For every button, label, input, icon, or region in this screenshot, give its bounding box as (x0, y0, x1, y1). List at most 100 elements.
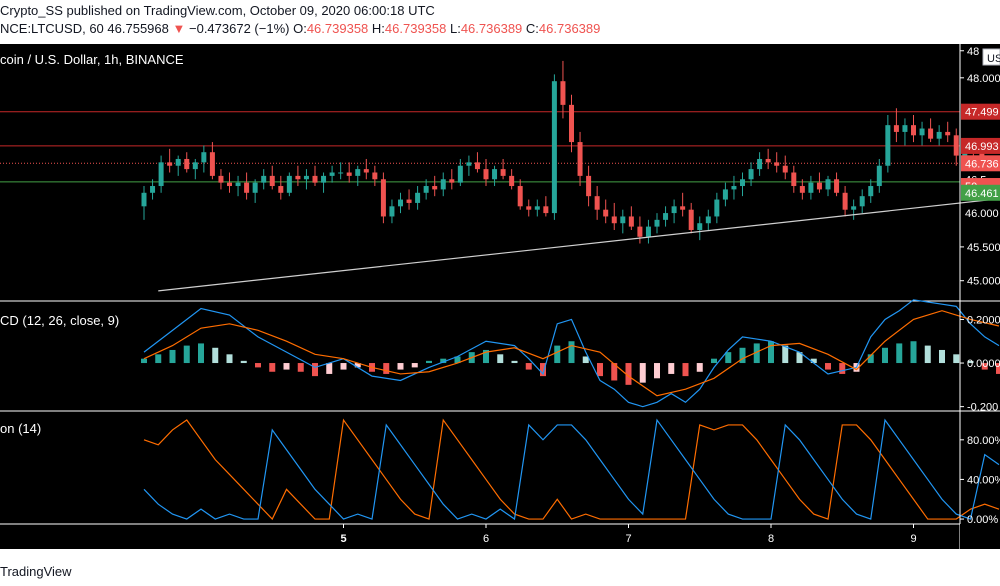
candle-body (483, 169, 489, 180)
histogram-bar (212, 347, 219, 364)
candle-body (543, 206, 549, 214)
l-label: L: (449, 21, 461, 36)
histogram-bar (283, 363, 290, 370)
macd-axis[interactable]: 0.2000 0.0000 -0.200 (960, 314, 1000, 414)
tradingview-brand: TradingView (0, 564, 72, 579)
price-axis[interactable]: 48 48.000 45.500 45.000 47.499 46.993 46.736 46… (960, 46, 1000, 288)
aroon-pane[interactable]: on (14) 80.00% 40.00% 0.00% (0, 418, 1000, 526)
histogram-bar (440, 358, 447, 364)
candle-body (893, 125, 899, 132)
trendline[interactable] (158, 179, 1000, 292)
histogram-bar (326, 363, 333, 374)
candle-body (620, 216, 626, 224)
macd-pane[interactable]: CD (12, 26, close, 9) 0.2000 0.0000 -0.200 (0, 299, 1000, 414)
histogram-bar (383, 363, 390, 374)
price-change: −0.473672 (−1%) (189, 21, 290, 36)
chart-area[interactable]: coin / U.S. Dollar, 1h, BINANCE 48 48.000… (0, 44, 1000, 549)
aroon-axis[interactable]: 80.00% 40.00% 0.00% (960, 435, 1000, 526)
candle-body (808, 182, 814, 193)
histogram-bar (768, 341, 774, 364)
candle-body (577, 142, 583, 176)
histogram-bar (782, 345, 789, 364)
histogram-bar (625, 363, 632, 385)
candle-body (534, 206, 540, 210)
o-label: O: (293, 21, 307, 36)
candle-body (594, 196, 600, 210)
time-axis[interactable]: 567891011 (341, 524, 1000, 545)
candle-body (671, 206, 677, 214)
candle-body (526, 206, 532, 210)
candle-body (457, 165, 463, 183)
histogram-bar (654, 363, 660, 379)
candle-body (235, 182, 241, 187)
histogram-bar (825, 363, 831, 370)
candle-body (380, 179, 386, 217)
candle-body (201, 152, 207, 163)
histogram-bar (183, 345, 190, 364)
histogram-bar (839, 363, 846, 374)
candle-body (269, 175, 275, 187)
candle-body (731, 186, 737, 190)
macd-histogram (141, 341, 1000, 385)
signal-line (143, 310, 1000, 397)
candle-body (551, 81, 557, 214)
histogram-bar (981, 363, 988, 370)
time-tick-label: 5 (341, 533, 347, 545)
histogram-bar (597, 363, 603, 377)
aroon-blue-line (143, 418, 1000, 521)
candle-body (227, 182, 232, 187)
candle-body (705, 216, 711, 224)
candle-body (586, 175, 592, 197)
candle-body (398, 199, 403, 207)
price-label-text: 46.993 (965, 141, 999, 153)
histogram-bar (198, 343, 204, 364)
candle-body (312, 175, 318, 183)
candle-body (911, 125, 916, 136)
candle-body (782, 165, 788, 173)
candle-body (680, 206, 686, 210)
candle-body (167, 162, 173, 166)
candle-body (663, 213, 669, 220)
candle-body (346, 172, 352, 176)
candle-body (765, 158, 771, 163)
time-tick-label: 8 (768, 533, 774, 545)
histogram-bar (312, 363, 318, 377)
price-label-box (961, 155, 1000, 172)
price-tick-label: 48 (967, 46, 979, 58)
macd-line (143, 299, 1000, 408)
candle-body (415, 192, 421, 203)
macd-tick-label: 0.2000 (967, 314, 1000, 326)
candle-body (697, 223, 703, 230)
candle-body (851, 206, 857, 210)
candle-body (603, 209, 609, 217)
candle-body (192, 162, 198, 170)
candle-body (688, 209, 694, 230)
candle-body (517, 186, 523, 207)
histogram-bar (939, 349, 945, 364)
candle-body (859, 196, 865, 207)
histogram-bar (169, 349, 176, 364)
candle-body (278, 186, 284, 193)
candle-body (560, 81, 566, 105)
candle-body (842, 192, 848, 210)
histogram-bar (753, 343, 760, 364)
candle-body (876, 165, 882, 187)
price-tick-label: 45.000 (967, 276, 1000, 288)
price-label-box (961, 184, 1000, 201)
candle-body (611, 216, 617, 224)
candle-body (953, 135, 959, 156)
candle-body (885, 125, 891, 166)
histogram-bar (155, 354, 162, 364)
histogram-bar (497, 354, 504, 364)
candle-body (432, 186, 438, 190)
histogram-bar (269, 363, 276, 372)
candle-body (252, 182, 258, 193)
histogram-bar (796, 352, 803, 364)
histogram-bar (554, 345, 561, 364)
candle-body (774, 162, 780, 166)
currency-badge[interactable]: US (982, 48, 1000, 66)
price-pane[interactable]: coin / U.S. Dollar, 1h, BINANCE 48 48.000… (0, 46, 1000, 292)
candle-body (722, 189, 728, 200)
candle-body (423, 186, 429, 193)
candle-body (645, 226, 651, 237)
